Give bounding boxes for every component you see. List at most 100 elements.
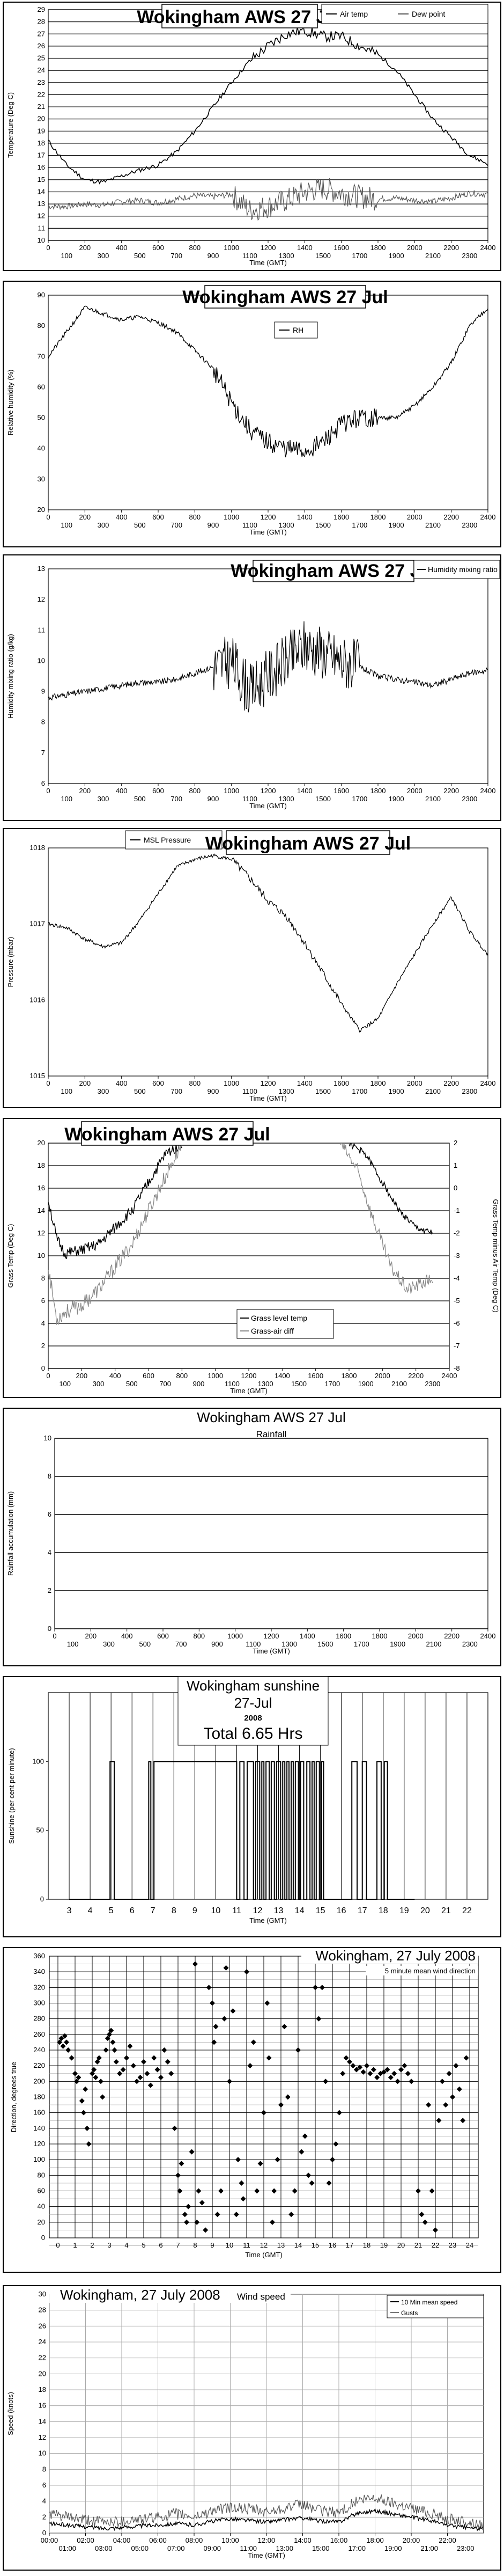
data-point: [203, 2227, 209, 2233]
x-tick-label: 1300: [279, 795, 294, 803]
y-tick-label: 2: [41, 1342, 45, 1350]
x-tick-label: 2200: [443, 787, 459, 795]
legend-box: [413, 560, 500, 579]
x-tick-label: 14: [295, 1906, 305, 1915]
y-tick-label: 15: [38, 175, 45, 184]
x-tick-label: 2000: [407, 513, 423, 521]
y2-tick-label: 1: [454, 1161, 457, 1169]
data-point: [194, 2219, 200, 2225]
data-point: [233, 2212, 239, 2218]
x-tick-label: 0: [46, 244, 50, 252]
y2-axis-label: Grass Temp minus Air Temp (Deg C): [492, 1199, 500, 1312]
panel-border: [3, 1408, 501, 1666]
x-tick-label: 700: [171, 1087, 182, 1095]
x-tick-label: 1800: [342, 1372, 357, 1380]
y-tick-label: 240: [33, 2046, 45, 2054]
y-tick-label: 14: [38, 1206, 45, 1214]
x-tick-label: 16: [329, 2241, 336, 2249]
x-tick-label: 7: [176, 2241, 180, 2249]
chart-title-box: [226, 830, 390, 855]
y-tick-label: 320: [33, 1983, 45, 1991]
y-tick-label: 200: [33, 2077, 45, 2085]
x-tick-label: 1100: [242, 252, 257, 260]
series-line-grass-air-diff: [48, 1143, 182, 1325]
data-point: [218, 2188, 224, 2194]
grass-panel: 0 2 4 6 8 10 12 14 16 18 20 0 200 400 600 800 1000 1200 14…: [1, 1116, 503, 1401]
x-tick-label: 4: [88, 1906, 93, 1915]
x-tick-label: 1500: [315, 252, 331, 260]
y-tick-label: 140: [33, 2124, 45, 2132]
x-tick-label: 1500: [315, 795, 331, 803]
data-point: [74, 2079, 80, 2084]
x-tick-label: 1400: [297, 787, 313, 795]
data-point: [446, 2070, 452, 2076]
x-tick-label: 21: [441, 1906, 451, 1915]
data-point: [91, 2067, 97, 2073]
y-tick-label: 160: [33, 2109, 45, 2117]
x-tick-label: 19: [380, 2241, 388, 2249]
x-tick-label: 7: [151, 1906, 155, 1915]
y-tick-label: 10: [44, 1434, 51, 1442]
data-point: [240, 2196, 246, 2202]
legend-pressure: MSL Pressure: [144, 836, 191, 844]
y-tick-label: 360: [33, 1952, 45, 1960]
data-point: [199, 2200, 205, 2206]
y-tick-label: 27: [38, 30, 45, 38]
data-point: [443, 2102, 449, 2108]
data-point: [230, 2008, 236, 2014]
data-point: [250, 2039, 256, 2045]
data-point: [117, 2070, 123, 2076]
legend-mean: 10 Min mean speed: [401, 2299, 457, 2306]
x-tick-label: 300: [103, 1640, 115, 1648]
x-tick-label: 1400: [297, 513, 313, 521]
x-tick-label: 1200: [261, 244, 276, 252]
x-tick-label: 600: [152, 1079, 164, 1087]
y-tick-label: 18: [38, 1161, 45, 1169]
data-point: [261, 2110, 266, 2116]
y-tick-label: 0: [40, 1895, 44, 1903]
chart-title: Wokingham AWS 27 Jul: [137, 7, 343, 27]
data-point: [326, 2180, 332, 2186]
x-tick-label: 1200: [261, 1079, 276, 1087]
x-tick-label: 2300: [462, 1640, 478, 1648]
data-point: [213, 2024, 219, 2030]
data-point: [196, 2188, 202, 2194]
data-point: [120, 2067, 126, 2073]
x-tick-label: 1200: [261, 513, 276, 521]
x-tick-label: 21: [414, 2241, 422, 2249]
x-tick-label: 1700: [352, 795, 367, 803]
chart-title-box: [81, 1121, 254, 1146]
x-tick-label: 400: [109, 1372, 121, 1380]
data-point: [436, 2118, 442, 2124]
x-tick-label: 13:00: [276, 2544, 293, 2552]
y-tick-label: 4: [48, 1548, 51, 1556]
x-tick-label: 17: [346, 2241, 353, 2249]
x-tick-label: 1900: [390, 1640, 405, 1648]
x-tick-label: 1900: [389, 1087, 404, 1095]
x-tick-label: 5: [142, 2241, 145, 2249]
data-point: [402, 2063, 407, 2069]
plot-area: [48, 295, 488, 510]
x-tick-label: 2400: [480, 513, 496, 521]
data-point: [323, 2079, 329, 2084]
data-point: [306, 2172, 312, 2178]
x-tick-label: 1900: [389, 252, 404, 260]
panel-border: [3, 2285, 501, 2571]
data-point: [168, 2070, 174, 2076]
data-point: [364, 2063, 369, 2069]
x-tick-label: 6: [159, 2241, 162, 2249]
x-tick-label: 1800: [370, 513, 386, 521]
x-tick-label: 1300: [281, 1640, 297, 1648]
legend-gusts: Gusts: [401, 2309, 418, 2317]
x-tick-label: 600: [157, 1632, 169, 1640]
x-tick-label: 1000: [224, 244, 239, 252]
data-point: [288, 2212, 294, 2218]
x-tick-label: 2000: [375, 1372, 390, 1380]
x-tick-label: 1300: [279, 1087, 294, 1095]
x-tick-label: 600: [152, 513, 164, 521]
y-tick-label: 1018: [29, 844, 45, 852]
data-point: [319, 1985, 325, 1990]
data-point: [244, 1969, 249, 1975]
data-point: [105, 2036, 110, 2041]
x-tick-label: 1400: [300, 1632, 315, 1640]
